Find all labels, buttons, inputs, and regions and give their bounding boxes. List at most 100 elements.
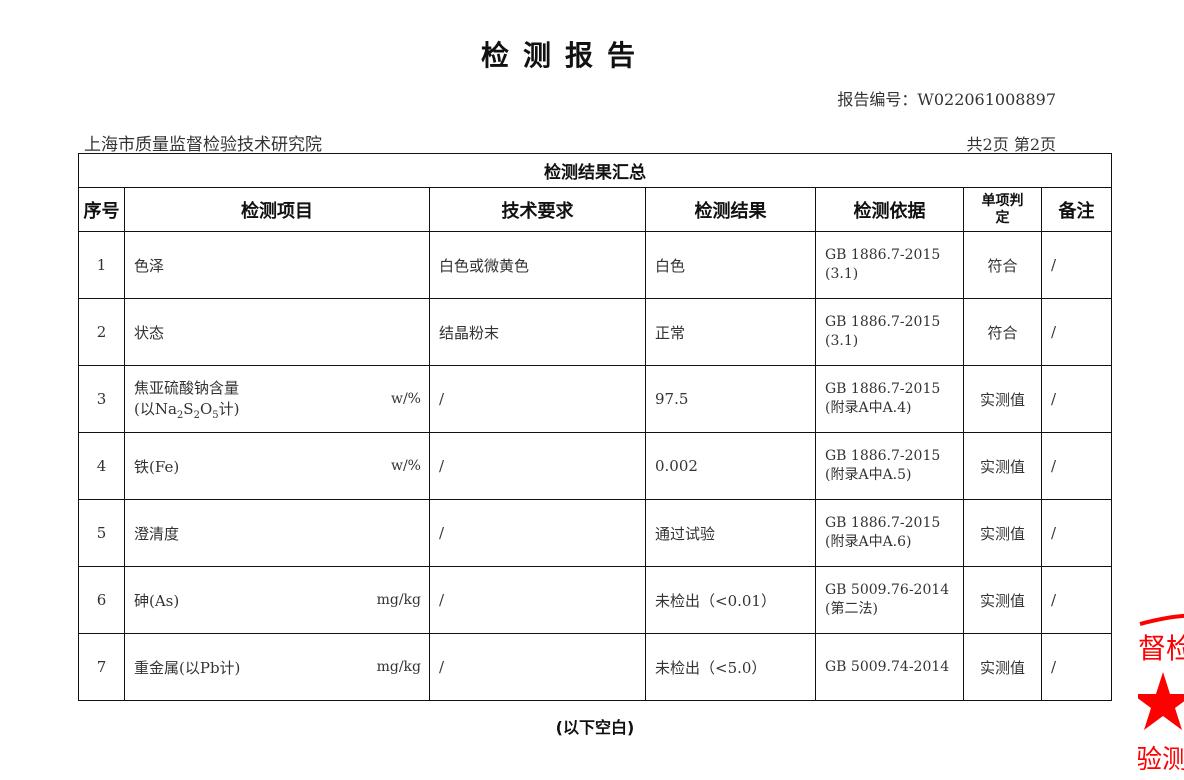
basis-standard: GB 5009.74-2014 bbox=[825, 658, 950, 675]
basis-clause: (第二法) bbox=[825, 601, 878, 617]
stamp-top-text: 督检 bbox=[1138, 632, 1184, 665]
official-seal-stamp: 督检 验测专 bbox=[1138, 613, 1184, 775]
cell-judgement: 实测值 bbox=[963, 499, 1042, 567]
col-header-note: 备注 bbox=[1040, 187, 1113, 232]
cell-no: 2 bbox=[78, 298, 125, 366]
table-row: 1 色泽 白色或微黄色 白色 GB 1886.7-2015 (3.1) 符合 / bbox=[78, 231, 1113, 299]
cell-note: / bbox=[1040, 633, 1113, 701]
cell-judgement: 实测值 bbox=[963, 365, 1042, 433]
item-unit: mg/kg bbox=[376, 659, 421, 675]
item-name: 重金属(以Pb计) bbox=[134, 658, 241, 677]
cell-no: 4 bbox=[78, 432, 125, 500]
table-row: 2 状态 结晶粉末 正常 GB 1886.7-2015 (3.1) 符合 / bbox=[78, 298, 1113, 366]
cell-item: 色泽 bbox=[124, 231, 430, 299]
item-name: 澄清度 bbox=[134, 524, 180, 543]
cell-note: / bbox=[1040, 231, 1113, 299]
cell-requirement: / bbox=[429, 499, 646, 567]
basis-clause: (附录A中A.4) bbox=[825, 400, 912, 416]
col-header-item: 检测项目 bbox=[124, 187, 430, 232]
cell-no: 7 bbox=[78, 633, 125, 701]
col-header-basis: 检测依据 bbox=[815, 187, 964, 232]
basis-clause: (3.1) bbox=[825, 333, 859, 349]
cell-no: 3 bbox=[78, 365, 125, 433]
institute-name: 上海市质量监督检验技术研究院 bbox=[84, 135, 322, 155]
cell-result: 未检出（<5.0） bbox=[645, 633, 816, 701]
col-header-no: 序号 bbox=[78, 187, 125, 232]
cell-no: 6 bbox=[78, 566, 125, 634]
item-name: 状态 bbox=[134, 323, 165, 342]
cell-requirement: 结晶粉末 bbox=[429, 298, 646, 366]
item-unit: w/% bbox=[390, 391, 421, 407]
basis-clause: (附录A中A.6) bbox=[825, 534, 912, 550]
item-unit: mg/kg bbox=[376, 592, 421, 608]
cell-requirement: / bbox=[429, 432, 646, 500]
cell-judgement: 实测值 bbox=[963, 432, 1042, 500]
col-header-judgement: 单项判定 bbox=[963, 187, 1042, 232]
cell-basis: GB 1886.7-2015 (附录A中A.6) bbox=[815, 499, 964, 567]
basis-standard: GB 1886.7-2015 bbox=[825, 515, 941, 531]
cell-item: 铁(Fe) w/% bbox=[124, 432, 430, 500]
report-title: 检测报告 bbox=[480, 39, 649, 72]
table-row: 4 铁(Fe) w/% / 0.002 GB 1886.7-2015 (附录A中A.… bbox=[78, 432, 1113, 500]
item-unit: w/% bbox=[390, 458, 421, 474]
cell-basis: GB 5009.76-2014 (第二法) bbox=[815, 566, 964, 634]
table-row: 3 焦亚硫酸钠含量 (以Na2S2O5计) w/% / 97.5 GB 1886.7… bbox=[78, 365, 1113, 433]
stamp-bottom-text: 验测专 bbox=[1138, 745, 1184, 775]
cell-requirement: 白色或微黄色 bbox=[429, 231, 646, 299]
cell-judgement: 实测值 bbox=[963, 633, 1042, 701]
basis-standard: GB 5009.76-2014 bbox=[825, 582, 950, 598]
item-name: 焦亚硫酸钠含量 bbox=[134, 379, 240, 397]
cell-note: / bbox=[1040, 432, 1113, 500]
cell-basis: GB 1886.7-2015 (3.1) bbox=[815, 231, 964, 299]
cell-judgement: 实测值 bbox=[963, 566, 1042, 634]
header-row: 序号 检测项目 技术要求 检测结果 检测依据 单项判定 备注 bbox=[78, 187, 1113, 232]
table-row: 6 砷(As) mg/kg / 未检出（<0.01） GB 5009.76-201… bbox=[78, 566, 1113, 634]
cell-judgement: 符合 bbox=[963, 298, 1042, 366]
basis-standard: GB 1886.7-2015 bbox=[825, 381, 941, 397]
basis-standard: GB 1886.7-2015 bbox=[825, 448, 941, 464]
cell-result: 97.5 bbox=[645, 365, 816, 433]
results-table: 检测结果汇总 序号 检测项目 技术要求 检测结果 检测依据 单项判定 备注 1 … bbox=[77, 153, 1113, 701]
cell-note: / bbox=[1040, 566, 1113, 634]
basis-standard: GB 1886.7-2015 bbox=[825, 314, 941, 330]
cell-item: 重金属(以Pb计) mg/kg bbox=[124, 633, 430, 701]
report-number: 报告编号：W022061008897 bbox=[837, 90, 1056, 109]
item-name: 色泽 bbox=[134, 256, 165, 275]
blank-below-note: (以下空白) bbox=[555, 718, 635, 737]
page-count: 共2页 第2页 bbox=[966, 135, 1056, 154]
cell-result: 通过试验 bbox=[645, 499, 816, 567]
col-header-requirement: 技术要求 bbox=[429, 187, 646, 232]
cell-basis: GB 1886.7-2015 (附录A中A.5) bbox=[815, 432, 964, 500]
cell-requirement: / bbox=[429, 633, 646, 701]
basis-clause: (3.1) bbox=[825, 266, 859, 282]
item-formula: (以Na2S2O5计) bbox=[134, 400, 240, 421]
basis-standard: GB 1886.7-2015 bbox=[825, 247, 941, 263]
item-name: 铁(Fe) bbox=[134, 457, 180, 476]
basis-clause: (附录A中A.5) bbox=[825, 467, 912, 483]
cell-basis: GB 1886.7-2015 (3.1) bbox=[815, 298, 964, 366]
cell-requirement: / bbox=[429, 365, 646, 433]
cell-item: 澄清度 bbox=[124, 499, 430, 567]
table-row: 7 重金属(以Pb计) mg/kg / 未检出（<5.0） GB 5009.74-… bbox=[78, 633, 1113, 701]
cell-result: 白色 bbox=[645, 231, 816, 299]
table-caption: 检测结果汇总 bbox=[77, 153, 1113, 188]
cell-no: 5 bbox=[78, 499, 125, 567]
cell-result: 正常 bbox=[645, 298, 816, 366]
cell-result: 0.002 bbox=[645, 432, 816, 500]
cell-requirement: / bbox=[429, 566, 646, 634]
cell-basis: GB 5009.74-2014 bbox=[815, 633, 964, 701]
cell-note: / bbox=[1040, 499, 1113, 567]
cell-note: / bbox=[1040, 298, 1113, 366]
cell-note: / bbox=[1040, 365, 1113, 433]
cell-no: 1 bbox=[78, 231, 125, 299]
cell-item: 状态 bbox=[124, 298, 430, 366]
cell-judgement: 符合 bbox=[963, 231, 1042, 299]
cell-item: 砷(As) mg/kg bbox=[124, 566, 430, 634]
star-icon bbox=[1138, 672, 1184, 730]
cell-result: 未检出（<0.01） bbox=[645, 566, 816, 634]
cell-item: 焦亚硫酸钠含量 (以Na2S2O5计) w/% bbox=[124, 365, 430, 433]
table-row: 5 澄清度 / 通过试验 GB 1886.7-2015 (附录A中A.6) 实测值… bbox=[78, 499, 1113, 567]
col-header-result: 检测结果 bbox=[645, 187, 816, 232]
item-name: 砷(As) bbox=[134, 591, 180, 610]
cell-basis: GB 1886.7-2015 (附录A中A.4) bbox=[815, 365, 964, 433]
